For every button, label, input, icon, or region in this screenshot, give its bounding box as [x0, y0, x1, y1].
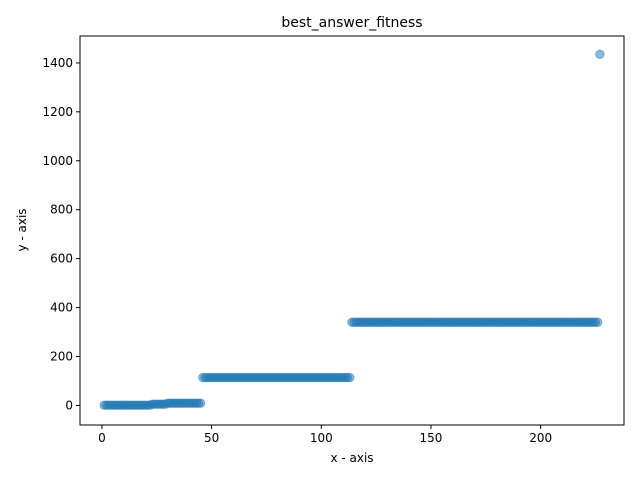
data-point: [595, 49, 605, 60]
y-tick-label: 200: [50, 349, 73, 363]
x-axis-ticks: 0 50 100 150 200: [98, 425, 552, 445]
y-axis-ticks: 0 200 400 600 800 1000 1200 1400: [42, 56, 80, 412]
y-tick-label: 1400: [42, 56, 73, 70]
plot-frame: [79, 35, 625, 426]
y-tick-label: 0: [65, 398, 73, 412]
y-tick-label: 800: [50, 203, 73, 217]
y-tick-label: 1200: [42, 105, 73, 119]
x-tick-label: 100: [310, 431, 333, 445]
chart-title: best_answer_fitness: [281, 15, 422, 31]
data-point: [592, 317, 603, 327]
y-tick-label: 1000: [42, 154, 73, 168]
data-point: [345, 372, 355, 383]
x-tick-label: 0: [98, 431, 106, 445]
x-tick-label: 200: [529, 431, 552, 445]
x-tick-label: 50: [204, 431, 219, 445]
points-layer: [99, 49, 605, 410]
x-tick-label: 150: [420, 431, 443, 445]
data-point: [195, 398, 206, 408]
y-tick-label: 400: [50, 301, 73, 315]
x-axis-label: x - axis: [330, 451, 373, 465]
y-axis-label: y - axis: [15, 208, 29, 251]
y-tick-label: 600: [50, 252, 73, 266]
